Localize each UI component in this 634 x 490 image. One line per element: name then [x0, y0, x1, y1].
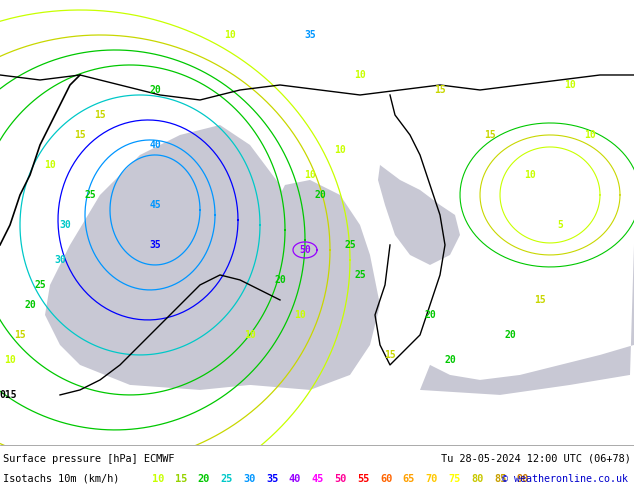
Text: 10: 10: [334, 145, 346, 155]
Text: 15: 15: [175, 474, 187, 484]
Text: 40: 40: [149, 140, 161, 150]
Text: 30: 30: [59, 220, 71, 230]
Text: 15: 15: [484, 130, 496, 140]
Text: 60: 60: [380, 474, 392, 484]
Text: 25: 25: [84, 190, 96, 200]
Text: 25: 25: [34, 280, 46, 290]
Text: 25: 25: [221, 474, 233, 484]
Text: 10: 10: [294, 310, 306, 320]
Text: 25: 25: [354, 270, 366, 280]
Polygon shape: [248, 180, 380, 390]
Text: 10: 10: [244, 330, 256, 340]
Text: 20: 20: [504, 330, 516, 340]
Text: 5: 5: [557, 220, 563, 230]
Text: 20: 20: [424, 310, 436, 320]
Text: Tu 28-05-2024 12:00 UTC (06+78): Tu 28-05-2024 12:00 UTC (06+78): [441, 454, 631, 464]
Text: 20: 20: [314, 190, 326, 200]
Text: 10: 10: [224, 30, 236, 40]
Text: 35: 35: [266, 474, 278, 484]
Text: 10: 10: [152, 474, 164, 484]
Text: 20: 20: [444, 355, 456, 365]
Text: 70: 70: [425, 474, 438, 484]
Text: 10: 10: [4, 355, 16, 365]
Text: 35: 35: [149, 240, 161, 250]
Text: Isotachs 10m (km/h): Isotachs 10m (km/h): [3, 474, 119, 484]
Text: 50: 50: [334, 474, 347, 484]
Text: 40: 40: [289, 474, 301, 484]
Text: 10: 10: [584, 130, 596, 140]
Text: Surface pressure [hPa] ECMWF: Surface pressure [hPa] ECMWF: [3, 454, 174, 464]
Text: 55: 55: [357, 474, 370, 484]
Text: 15: 15: [534, 295, 546, 305]
Text: 10: 10: [44, 160, 56, 170]
Text: 10: 10: [564, 80, 576, 90]
Text: 15: 15: [74, 130, 86, 140]
Text: 30: 30: [54, 255, 66, 265]
Text: 45: 45: [311, 474, 324, 484]
Text: 90: 90: [517, 474, 529, 484]
Text: 15: 15: [94, 110, 106, 120]
Text: 45: 45: [149, 200, 161, 210]
Text: 10: 10: [304, 170, 316, 180]
Text: 80: 80: [471, 474, 484, 484]
Text: 30: 30: [243, 474, 256, 484]
Polygon shape: [420, 245, 634, 395]
Text: 015: 015: [0, 390, 17, 400]
Text: 20: 20: [149, 85, 161, 95]
Text: 15: 15: [434, 85, 446, 95]
Text: © weatheronline.co.uk: © weatheronline.co.uk: [502, 474, 628, 484]
Text: 20: 20: [274, 275, 286, 285]
Polygon shape: [378, 165, 460, 265]
Text: 65: 65: [403, 474, 415, 484]
Text: 85: 85: [494, 474, 507, 484]
Text: 10: 10: [354, 70, 366, 80]
Text: 25: 25: [344, 240, 356, 250]
Text: 10: 10: [524, 170, 536, 180]
Text: 50: 50: [299, 245, 311, 255]
Text: 15: 15: [14, 330, 26, 340]
Text: 35: 35: [304, 30, 316, 40]
Text: 15: 15: [384, 350, 396, 360]
Text: 75: 75: [448, 474, 461, 484]
Text: 20: 20: [24, 300, 36, 310]
Text: 20: 20: [198, 474, 210, 484]
Polygon shape: [45, 125, 310, 390]
